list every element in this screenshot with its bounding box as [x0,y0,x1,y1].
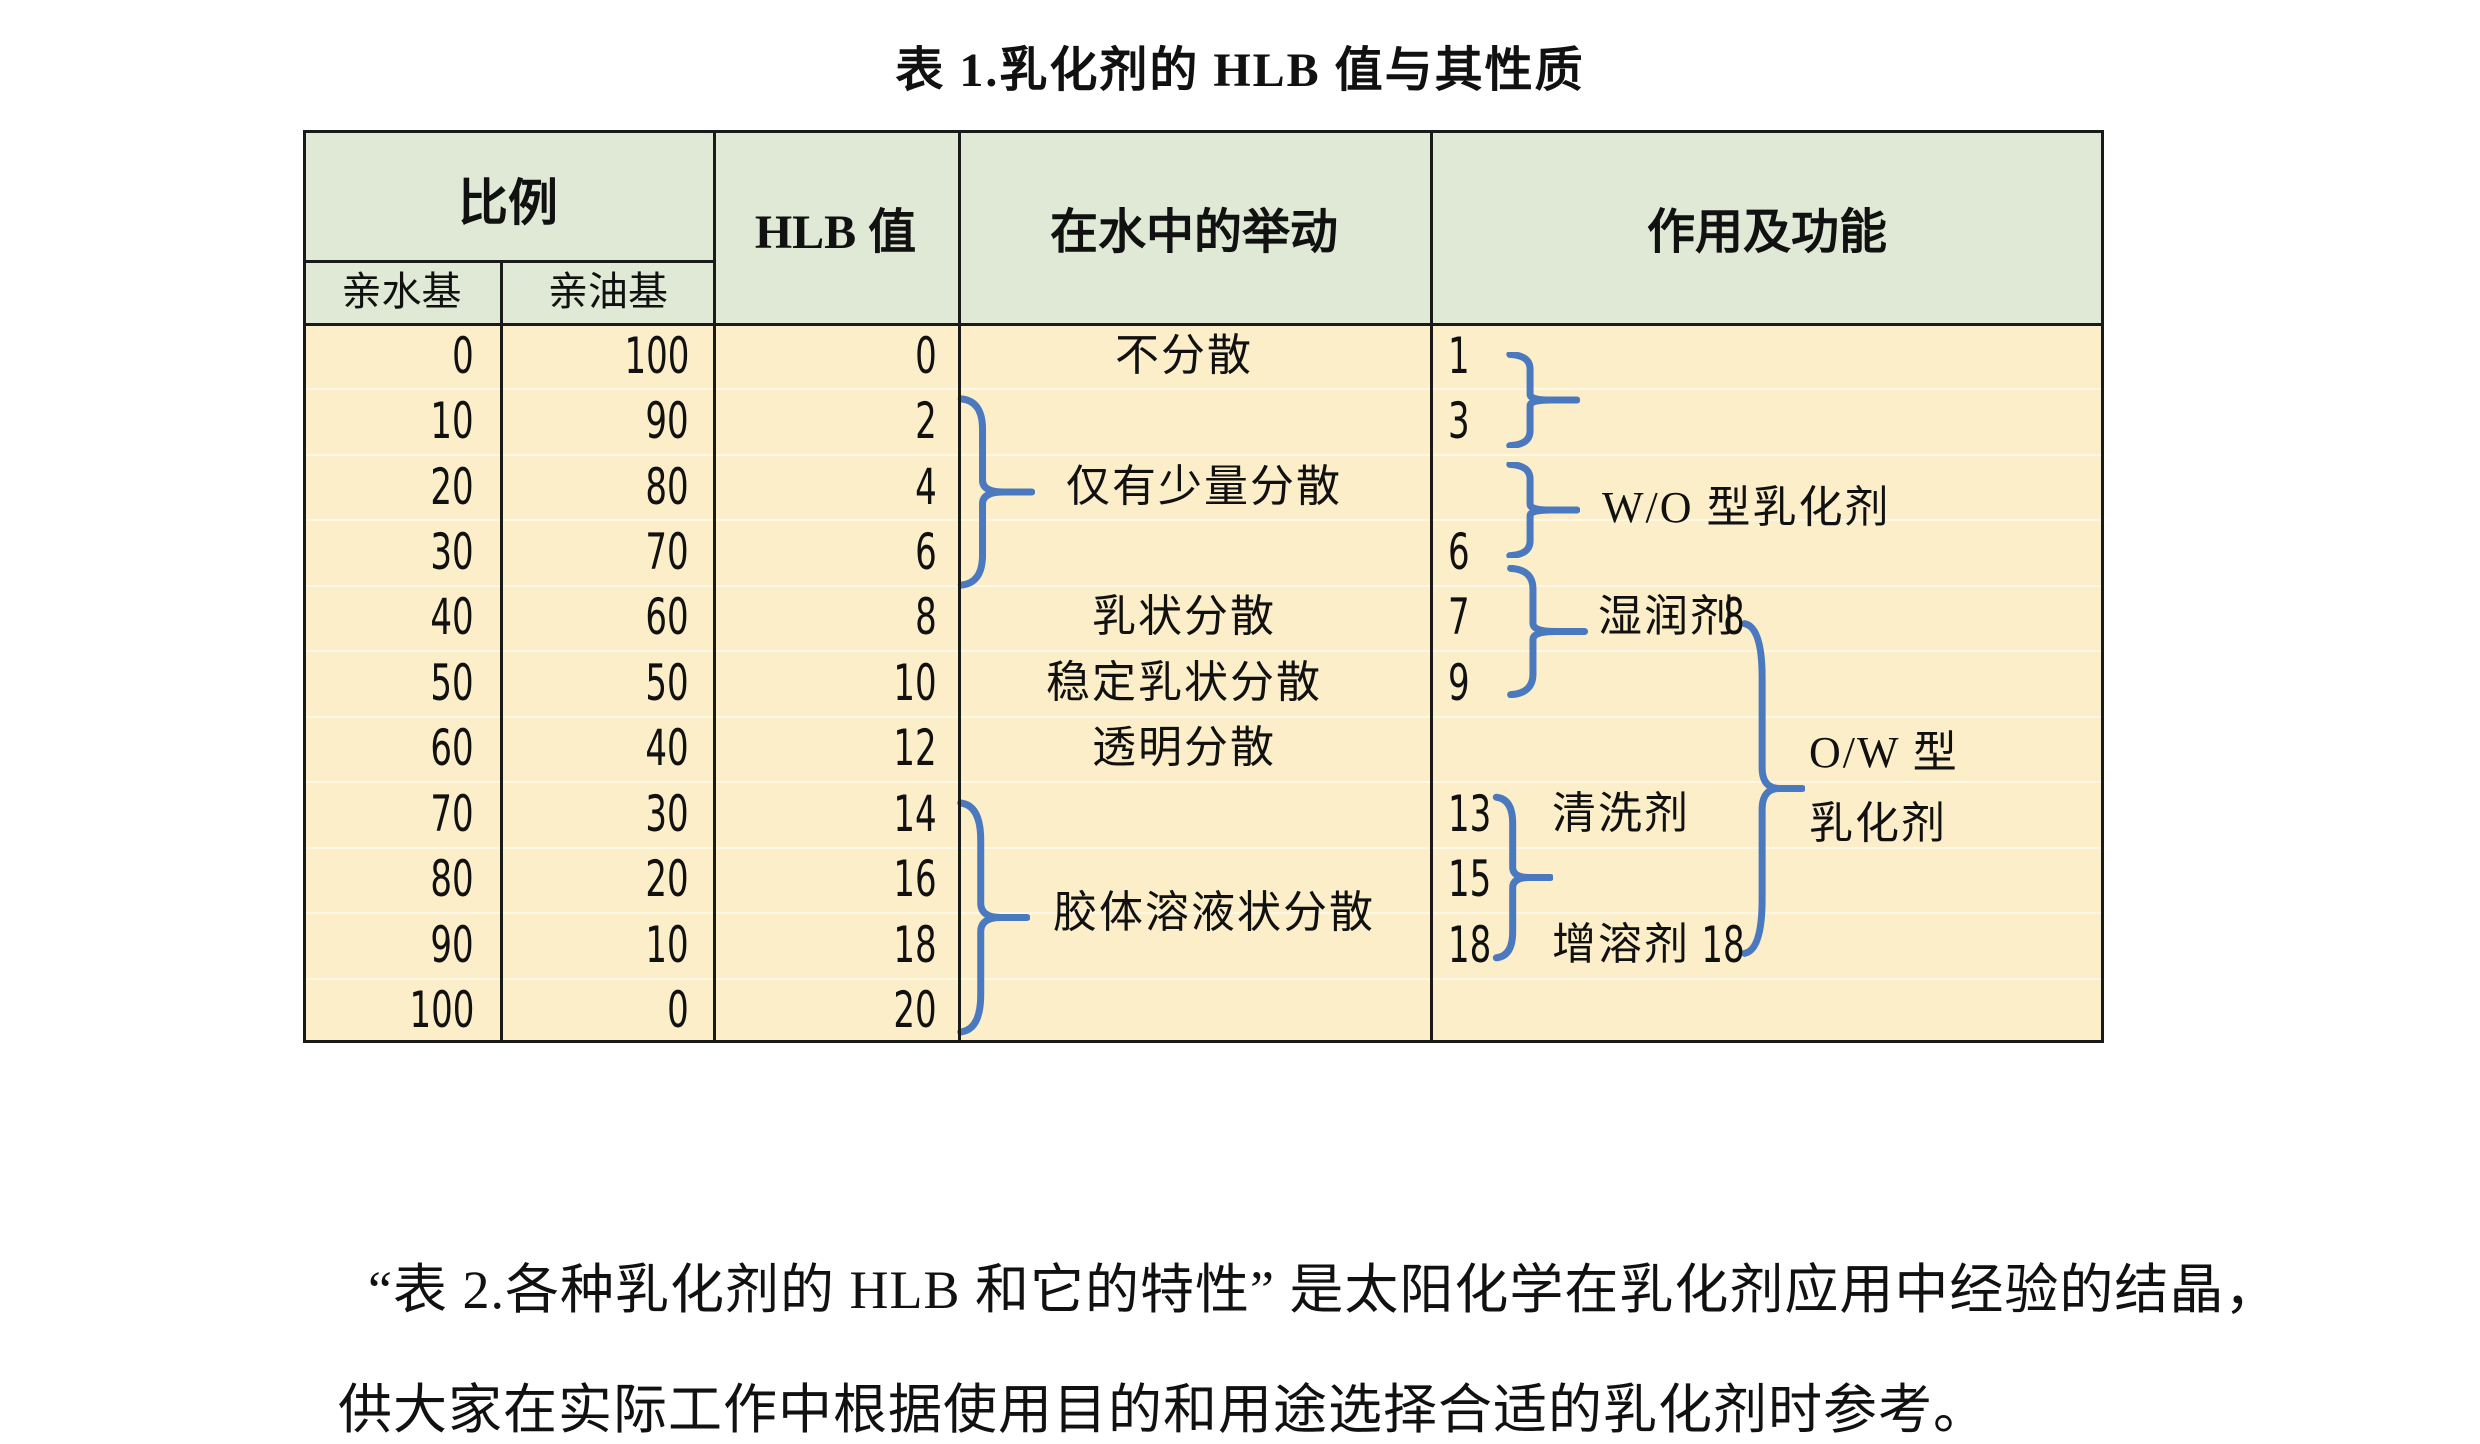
table-cell: 10 [430,392,474,450]
header-function: 作用及功能 [1646,206,1887,259]
table-cell: 70 [645,523,689,581]
table-cell: 18 [893,916,937,974]
table-cell: 2 [915,392,937,450]
table-cell: 90 [645,392,689,450]
function-hlb-1: 1 [1448,327,1470,385]
function-hlb-7: 7 [1448,588,1470,646]
table-cell: 30 [430,523,474,581]
row-separator [306,454,2101,456]
table-cell: 70 [430,785,474,843]
grid-line-under-ratio [303,260,713,263]
function-wetting-hlb-8: 8 [1723,588,1745,646]
row-separator [306,781,2101,783]
row-separator [306,650,2101,652]
table-cell: 12 [893,719,937,777]
brace-hlb-1-3 [1502,352,1580,448]
table-cell: 10 [893,654,937,712]
function-hlb-13: 13 [1448,785,1492,843]
table-cell: 40 [645,719,689,777]
table-cell: 60 [430,719,474,777]
table-title: 表 1.乳化剂的 HLB 值与其性质 [895,44,1585,97]
behavior-colloidal-dispersion: 胶体溶液状分散 [1053,888,1375,937]
function-hlb-6: 6 [1448,523,1470,581]
behavior-slight-dispersion: 仅有少量分散 [1066,462,1342,511]
table-cell: 30 [645,785,689,843]
table-cell: 0 [452,327,474,385]
paragraph-line1: “表 2.各种乳化剂的 HLB 和它的特性” 是太阳化学在乳化剂应用中经验的结晶… [368,1260,2280,1320]
table-cell: 10 [645,916,689,974]
row-separator [306,388,2101,390]
table-header-background [303,130,2104,323]
row-separator [306,847,2101,849]
brace-wo-emulsifier [1502,462,1580,558]
table-cell: 50 [645,654,689,712]
behavior-milky-dispersion: 乳状分散 [1092,592,1276,641]
table-cell: 80 [430,850,474,908]
grid-line-behavior-function [1430,130,1433,1043]
table-cell: 100 [624,327,689,385]
function-hlb-3: 3 [1448,392,1470,450]
function-cleaning-agent: 清洗剂 [1552,789,1690,838]
brace-ow-emulsifier [1738,615,1805,962]
header-ratio: 比例 [458,175,558,231]
table-cell: 4 [915,458,937,516]
row-separator [306,978,2101,980]
function-hlb-15: 15 [1448,850,1492,908]
function-ow-emulsifier-line2: 乳化剂 [1809,799,1947,848]
paragraph-line2: 供大家在实际工作中根据使用目的和用途选择合适的乳化剂时参考。 [338,1380,1988,1440]
row-separator [306,585,2101,587]
table-cell: 20 [893,981,937,1039]
table-cell: 0 [915,327,937,385]
function-ow-emulsifier-line1: O/W 型 [1809,728,1959,777]
behavior-translucent-dispersion: 透明分散 [1092,723,1276,772]
function-solubilizer-hlb-18: 18 [1701,916,1745,974]
row-separator [306,716,2101,718]
brace-slight-dispersion [953,394,1035,590]
function-hlb-18: 18 [1448,916,1492,974]
grid-line-ratio-hlb [713,130,716,1043]
header-behavior-in-water: 在水中的举动 [1049,206,1338,259]
table-cell: 14 [893,785,937,843]
table-cell: 90 [430,916,474,974]
brace-colloidal-dispersion [953,797,1030,1038]
table-cell: 100 [409,981,474,1039]
grid-line-hydro-lipo [500,260,503,1043]
header-lipophilic: 亲油基 [548,269,668,314]
function-wo-emulsifier: W/O 型乳化剂 [1602,483,1891,532]
hlb-table: 比例 亲水基 亲油基 HLB 值 在水中的举动 作用及功能 0 10 20 30… [303,130,2104,1043]
table-cell: 16 [893,850,937,908]
brace-wetting-agent [1502,565,1588,698]
table-cell: 20 [430,458,474,516]
brace-cleaning-solubilizer [1490,793,1553,962]
grid-line-header-bottom [303,323,2104,326]
table-cell: 40 [430,588,474,646]
function-wetting-agent: 湿润剂 [1598,592,1736,641]
table-cell: 20 [645,850,689,908]
table-cell: 0 [667,981,689,1039]
behavior-not-dispersed: 不分散 [1115,331,1253,380]
function-hlb-9: 9 [1448,654,1470,712]
table-cell: 8 [915,588,937,646]
row-separator [306,519,2101,521]
function-solubilizer: 增溶剂 [1552,920,1690,969]
table-cell: 6 [915,523,937,581]
behavior-stable-milky-dispersion: 稳定乳状分散 [1046,658,1322,707]
table-cell: 50 [430,654,474,712]
row-separator [306,912,2101,914]
table-cell: 60 [645,588,689,646]
table-cell: 80 [645,458,689,516]
header-hydrophilic: 亲水基 [341,269,462,314]
grid-line-hlb-behavior [958,130,961,1043]
header-hlb-value: HLB 值 [754,206,917,259]
